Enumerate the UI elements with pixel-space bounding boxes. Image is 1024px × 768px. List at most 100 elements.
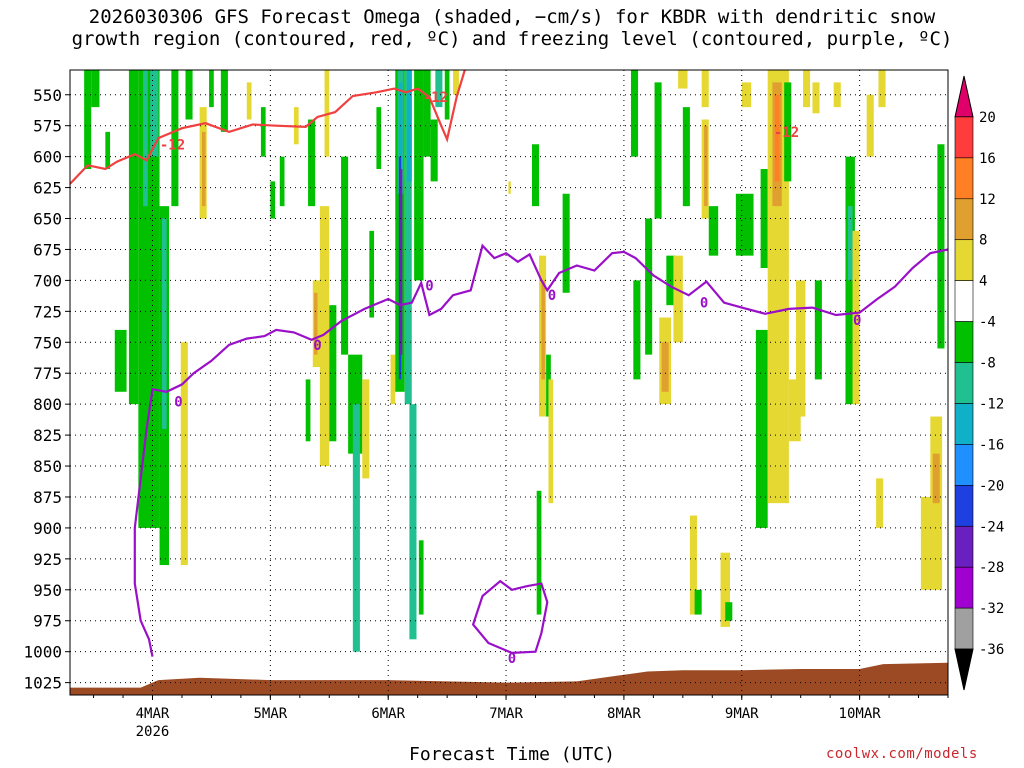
omega-cell (390, 354, 396, 405)
x-tick-label: 9MAR (725, 706, 759, 722)
omega-shading (84, 70, 945, 652)
freezing-level-label: 0 (174, 395, 182, 411)
chart-title-line-2: growth region (contoured, red, ºC) and f… (71, 28, 953, 50)
y-tick-label: 975 (33, 612, 62, 631)
y-tick-label: 1000 (23, 643, 62, 662)
y-tick-label: 900 (33, 519, 62, 538)
omega-cell (562, 193, 570, 293)
omega-cell (399, 169, 403, 355)
y-tick-label: 700 (33, 271, 62, 290)
omega-cell (91, 70, 100, 108)
colorbar-label: -8 (979, 356, 996, 372)
omega-cell (143, 70, 148, 207)
omega-cell (352, 404, 360, 652)
chart-title: 2026030306 GFS Forecast Omega (shaded, −… (0, 6, 1024, 50)
omega-cell (362, 379, 370, 479)
omega-cell (878, 70, 886, 108)
y-tick-label: 925 (33, 550, 62, 569)
omega-cell (313, 292, 318, 355)
y-tick-label: 800 (33, 395, 62, 414)
colorbar-segment (954, 444, 974, 486)
colorbar-top-arrow (954, 75, 974, 118)
terrain-fill (70, 662, 948, 695)
y-tick-label: 775 (33, 364, 62, 383)
omega-cell (708, 206, 719, 256)
colorbar-bottom-arrow (954, 648, 974, 691)
omega-cell (937, 144, 945, 349)
freezing-level-label: 0 (425, 278, 433, 294)
omega-cell (633, 280, 641, 380)
omega-cell (128, 70, 139, 405)
y-tick-label: 675 (33, 240, 62, 259)
omega-cell (774, 94, 780, 182)
x-tick-label: 5MAR (253, 706, 287, 722)
omega-cell (741, 82, 752, 108)
omega-cell (329, 305, 337, 442)
omega-cell (876, 478, 884, 528)
colorbar-segment (954, 566, 974, 609)
colorbar-label: -32 (979, 601, 1004, 617)
colorbar-segment (954, 321, 974, 363)
omega-cell (682, 107, 690, 207)
freezing-level-label: 0 (853, 313, 861, 329)
y-tick-label: 575 (33, 117, 62, 136)
y-tick-label: 550 (33, 86, 62, 105)
colorbar-segment (954, 403, 974, 445)
omega-cell (308, 119, 316, 207)
y-tick-label: 625 (33, 179, 62, 198)
x-tick-label: 7MAR (489, 706, 523, 722)
colorbar-label: 8 (979, 233, 987, 249)
y-tick-label: 950 (33, 581, 62, 600)
omega-cell (180, 342, 188, 566)
site-credit: coolwx.com/models (826, 746, 978, 762)
omega-cell (654, 82, 662, 219)
colorbar-segment (954, 362, 974, 404)
colorbar-label: 16 (979, 151, 996, 167)
y-tick-label: 850 (33, 457, 62, 476)
colorbar-label: 20 (979, 110, 996, 126)
omega-cell (814, 280, 822, 380)
omega-cell (220, 70, 228, 132)
x-tick-label: 8MAR (607, 706, 641, 722)
omega-cell (161, 218, 167, 429)
omega-cell (114, 329, 127, 392)
omega-cell (548, 379, 554, 504)
y-axis: 550 575 600 625 650 675 700 725 750 775 800 825 850 8… (23, 86, 70, 693)
freezing-level-label: 0 (508, 651, 516, 667)
omega-cell (536, 490, 542, 615)
omega-cell (279, 156, 285, 207)
omega-cell (735, 193, 754, 256)
colorbar-segment (954, 280, 974, 322)
omega-cell (270, 181, 276, 219)
omega-cell (852, 230, 860, 405)
colorbar-label: -16 (979, 437, 1004, 453)
omega-cell (666, 255, 676, 306)
colorbar-label: -36 (979, 642, 1004, 658)
colorbar-label: -4 (979, 315, 996, 331)
colorbar-label: 12 (979, 192, 996, 208)
omega-cell (246, 82, 252, 120)
omega-cell (701, 70, 709, 108)
omega-cell (678, 70, 688, 89)
omega-cell (260, 107, 266, 157)
y-tick-label: 650 (33, 210, 62, 229)
omega-cell (694, 589, 702, 615)
omega-cell (430, 119, 438, 182)
x-tick-label: 6MAR (371, 706, 405, 722)
colorbar-label: -12 (979, 396, 1004, 412)
x-axis-title: Forecast Time (UTC) (409, 744, 615, 765)
omega-cell (508, 181, 511, 194)
omega-cell (105, 131, 111, 170)
colorbar: 20 16 12 8 4 -4 -8 -12 -16 -20 -24 -28 -32 -36 (954, 75, 1004, 691)
colorbar-segment (954, 525, 974, 568)
freezing-level-label: 0 (700, 296, 708, 312)
omega-cell (725, 602, 733, 621)
omega-cell (305, 379, 311, 442)
omega-cell (795, 280, 806, 417)
dgz-contour-label: -12 (423, 90, 448, 106)
omega-cell (453, 70, 459, 95)
colorbar-label: -24 (979, 519, 1004, 535)
omega-cell (209, 70, 214, 108)
omega-cell (418, 540, 424, 615)
contour-lines (70, 70, 948, 657)
